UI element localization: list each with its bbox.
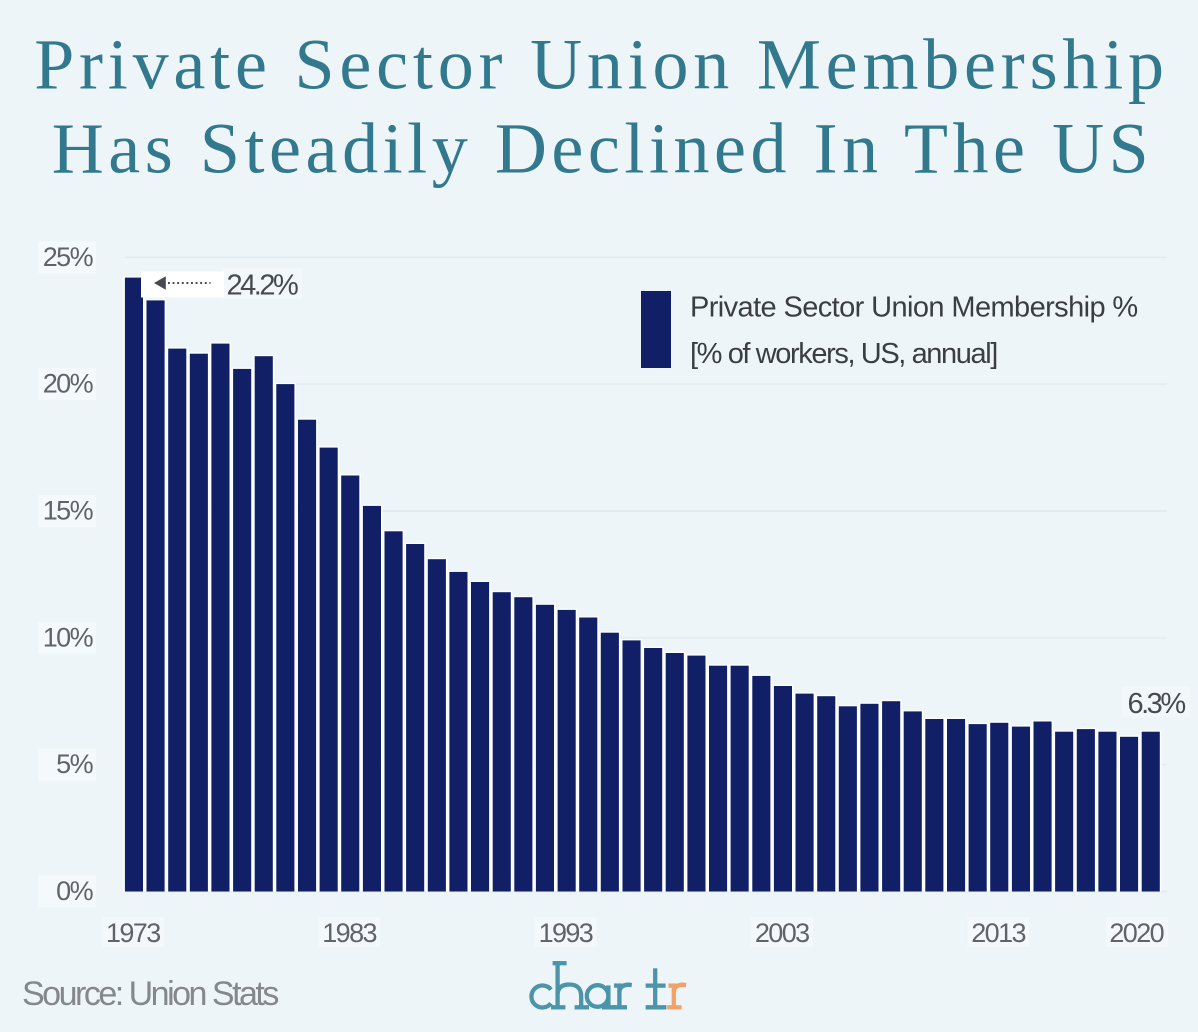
- svg-text:25%: 25%: [43, 242, 94, 272]
- svg-text:24.2%: 24.2%: [227, 269, 298, 301]
- svg-text:1973: 1973: [106, 918, 160, 948]
- svg-text:Has Steadily Declined In The U: Has Steadily Declined In The US: [52, 109, 1154, 189]
- svg-text:Private Sector Union Membershi: Private Sector Union Membership %: [690, 291, 1138, 323]
- svg-text:20%: 20%: [43, 369, 94, 399]
- svg-text:5%: 5%: [56, 749, 93, 779]
- svg-text:6.3%: 6.3%: [1128, 688, 1186, 720]
- svg-text:Source: Union Stats: Source: Union Stats: [22, 975, 278, 1013]
- svg-text:1993: 1993: [539, 918, 593, 948]
- svg-text:1983: 1983: [322, 918, 376, 948]
- svg-text:15%: 15%: [43, 496, 94, 526]
- svg-text:[% of workers, US, annual]: [% of workers, US, annual]: [690, 338, 997, 370]
- svg-text:10%: 10%: [43, 622, 94, 652]
- svg-text:Private Sector Union Membershi: Private Sector Union Membership: [34, 25, 1169, 105]
- svg-text:0%: 0%: [56, 876, 93, 906]
- svg-text:2003: 2003: [755, 918, 809, 948]
- svg-text:2013: 2013: [971, 918, 1025, 948]
- svg-text:2020: 2020: [1109, 918, 1163, 948]
